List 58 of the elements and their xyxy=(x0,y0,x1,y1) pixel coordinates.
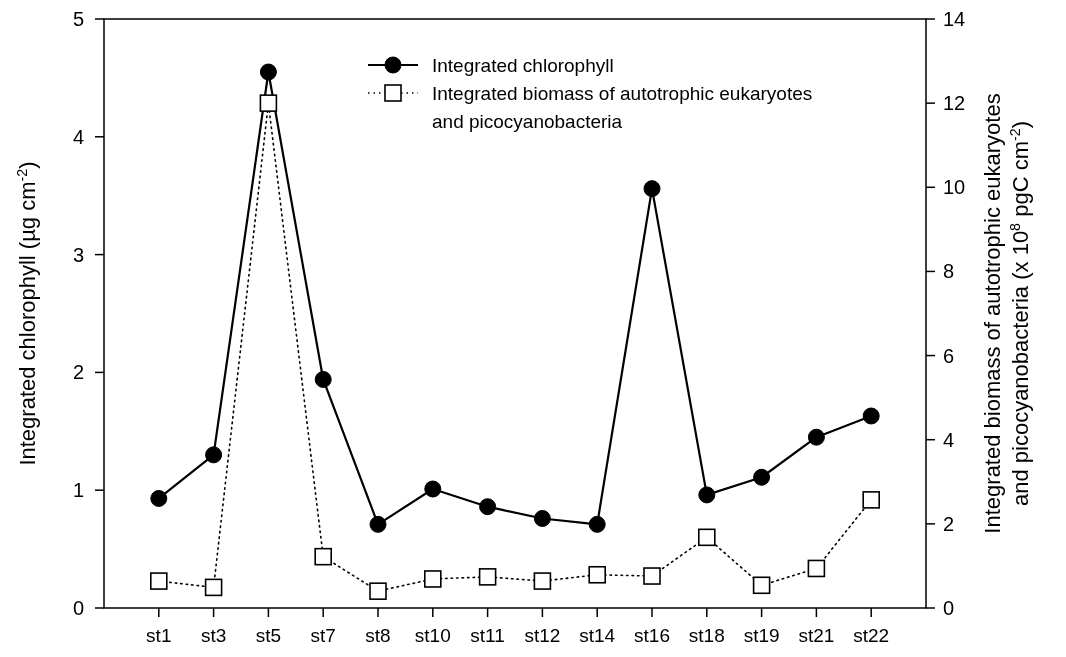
y2-tick-label: 10 xyxy=(943,176,966,199)
point xyxy=(862,491,880,509)
point xyxy=(643,180,661,198)
point xyxy=(259,63,277,81)
point xyxy=(150,489,168,507)
point xyxy=(369,582,387,600)
x-tick-label: st18 xyxy=(688,625,725,646)
y2-tick-label: 12 xyxy=(943,92,966,115)
x-tick-label: st16 xyxy=(634,625,670,646)
point xyxy=(478,568,497,586)
point xyxy=(204,578,223,597)
point xyxy=(753,468,771,486)
y-tick-label: 5 xyxy=(72,8,84,30)
x-tick-label: st14 xyxy=(579,625,616,646)
point xyxy=(314,547,332,566)
y-tick-label: 3 xyxy=(72,243,84,266)
point xyxy=(205,446,223,464)
legend-label: Integrated chlorophyll xyxy=(432,54,614,76)
x-tick-label: st10 xyxy=(414,625,451,646)
point xyxy=(698,528,716,547)
y2-tick-label: 8 xyxy=(943,260,955,283)
point xyxy=(807,428,825,446)
y-tick-label: 4 xyxy=(72,125,84,148)
point xyxy=(479,498,497,516)
x-tick-label: st1 xyxy=(146,625,172,646)
point xyxy=(150,572,168,590)
x-tick-label: st8 xyxy=(365,625,391,646)
y2-tick-label: 14 xyxy=(943,8,966,30)
point xyxy=(588,515,606,533)
point xyxy=(424,570,442,588)
point xyxy=(807,559,826,578)
x-tick-label: st12 xyxy=(524,625,561,646)
y-tick-label: 2 xyxy=(72,361,84,384)
point xyxy=(369,515,387,533)
point xyxy=(698,486,716,504)
x-tick-label: st22 xyxy=(853,625,890,646)
x-tick-label: st7 xyxy=(310,625,336,646)
point xyxy=(862,407,880,425)
point xyxy=(588,565,606,584)
y-tick-label: 0 xyxy=(72,597,84,619)
point xyxy=(314,370,332,388)
x-tick-label: st19 xyxy=(743,625,780,646)
x-tick-label: st3 xyxy=(200,625,227,646)
y2-tick-label: 4 xyxy=(943,428,955,451)
point xyxy=(752,576,771,595)
point xyxy=(259,94,278,112)
y-tick-label: 1 xyxy=(72,479,84,502)
point xyxy=(643,567,661,585)
x-tick-label: st21 xyxy=(798,625,835,646)
y2-tick-label: 2 xyxy=(943,512,955,535)
point xyxy=(533,572,552,590)
point xyxy=(424,480,442,498)
y2-tick-label: 6 xyxy=(943,344,955,367)
x-tick-label: st5 xyxy=(255,625,282,646)
legend-label: Integrated biomass of autotrophic eukaryotes and picocyanobacteria xyxy=(432,82,813,132)
x-tick-label: st11 xyxy=(470,625,505,646)
point xyxy=(533,509,551,527)
y2-tick-label: 0 xyxy=(943,597,955,619)
